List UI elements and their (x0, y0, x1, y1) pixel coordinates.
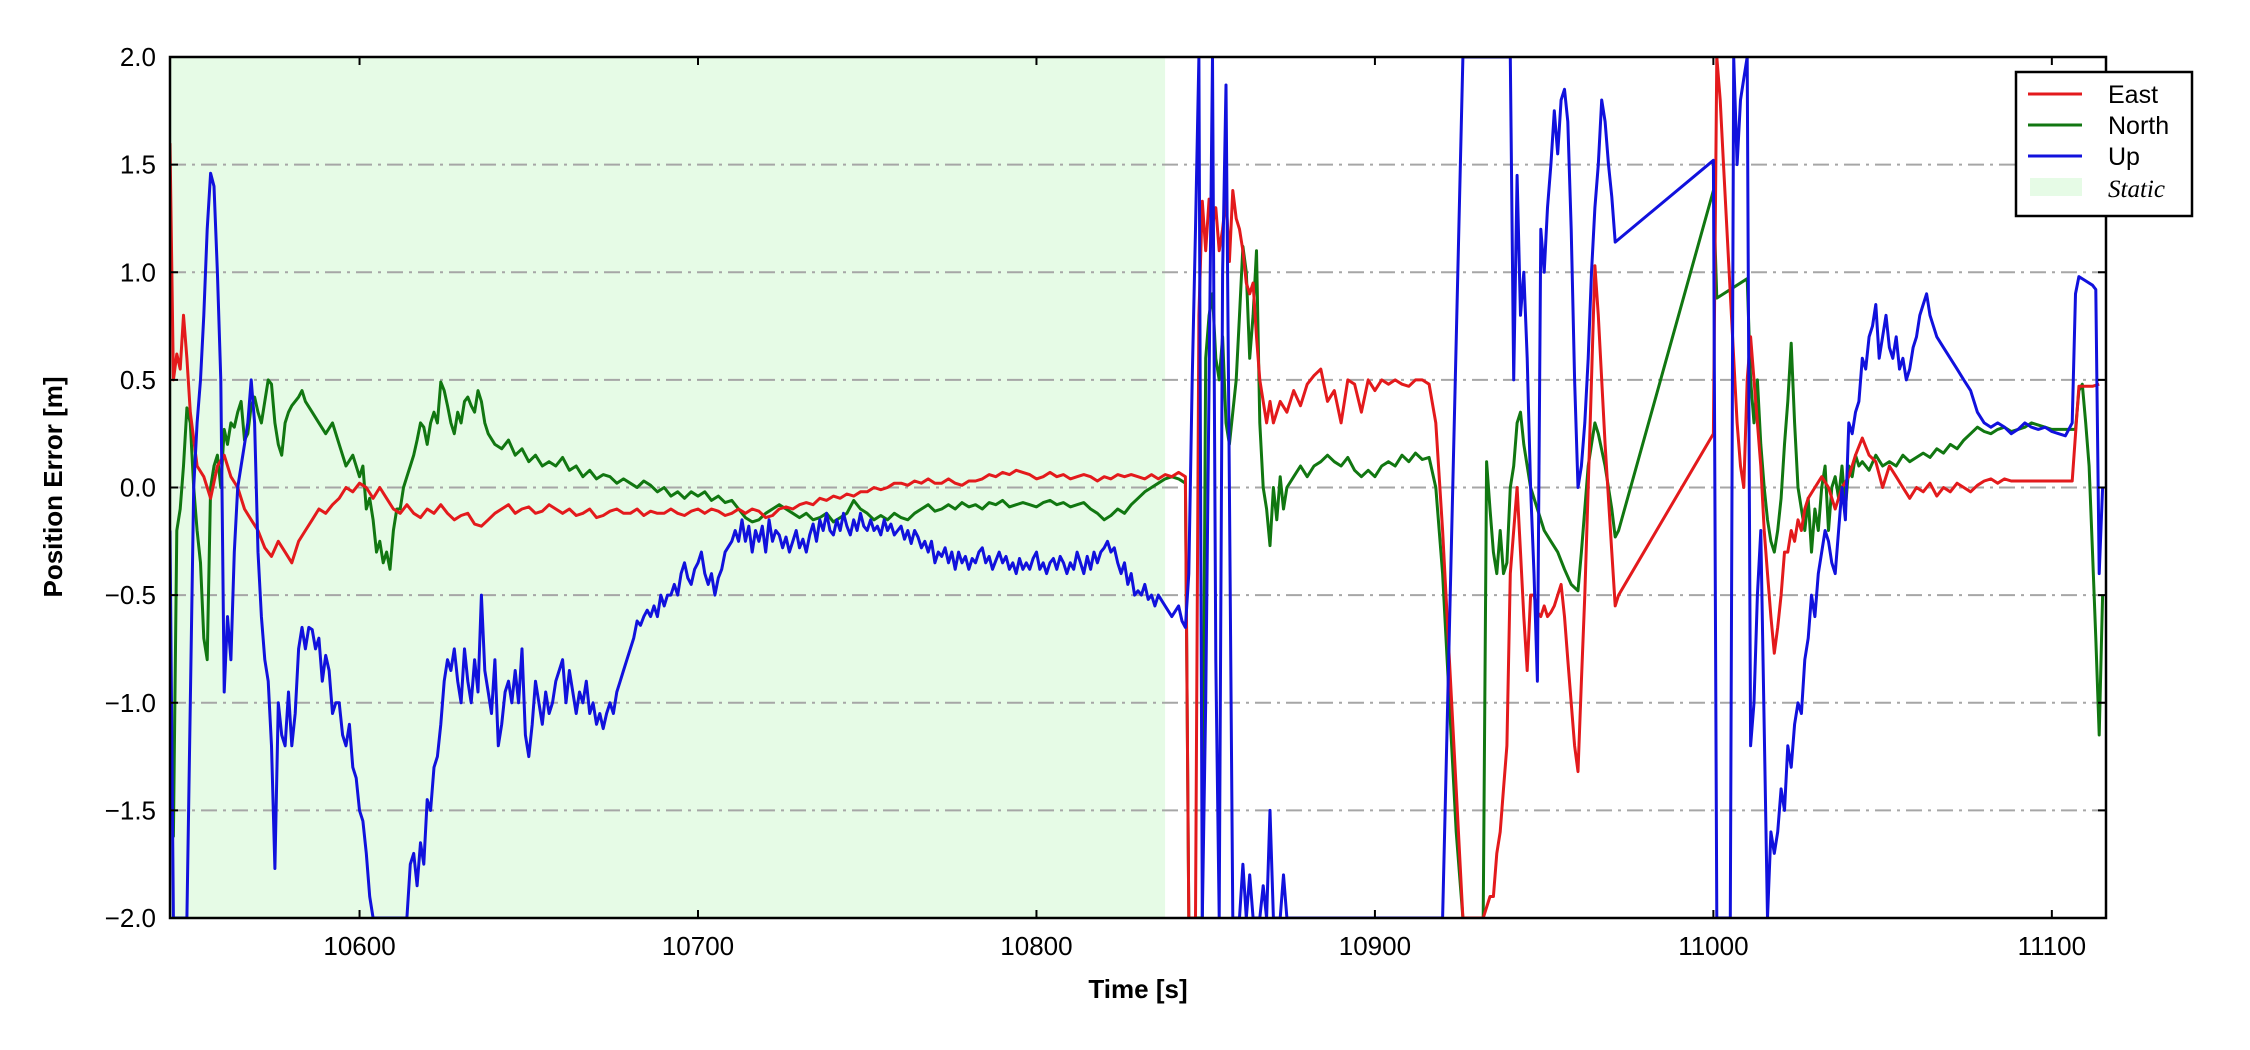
legend-label-east: East (2108, 81, 2158, 109)
y-axis-title: Position Error [m] (38, 376, 68, 597)
series-layer (170, 57, 2105, 918)
x-axis: 10600 10700 10800 10900 11000 11100 (323, 57, 2086, 961)
y-tick-label: 1.5 (120, 150, 156, 180)
y-tick-label: 2.0 (120, 42, 156, 72)
x-axis-title: Time [s] (1088, 974, 1187, 1004)
x-tick-label: 10700 (662, 931, 734, 961)
legend: East North Up Static (2014, 70, 2194, 218)
series-line-east (170, 57, 2100, 918)
y-tick-label: 1.0 (120, 257, 156, 287)
series-line-north (170, 189, 2105, 918)
x-tick-label: 10900 (1339, 931, 1411, 961)
y-tick-label: −1.5 (105, 795, 156, 825)
x-tick-label: 11000 (1678, 931, 1748, 961)
x-tick-label: 10600 (323, 931, 395, 961)
legend-label-north: North (2108, 112, 2169, 140)
y-tick-label: −0.5 (105, 580, 156, 610)
y-tick-label: 0.0 (120, 473, 156, 503)
y-axis: 2.0 1.5 1.0 0.5 0.0 −0.5 −1.0 −1.5 −2.0 (105, 42, 2106, 933)
legend-swatch-static (2030, 178, 2082, 196)
y-tick-label: −2.0 (105, 903, 156, 933)
legend-label-up: Up (2108, 143, 2140, 171)
y-tick-label: 0.5 (120, 365, 156, 395)
legend-label-static: Static (2108, 176, 2165, 203)
x-tick-label: 10800 (1000, 931, 1072, 961)
series-line-up (170, 57, 2105, 918)
y-tick-label: −1.0 (105, 688, 156, 718)
x-tick-label: 11100 (2018, 931, 2086, 961)
